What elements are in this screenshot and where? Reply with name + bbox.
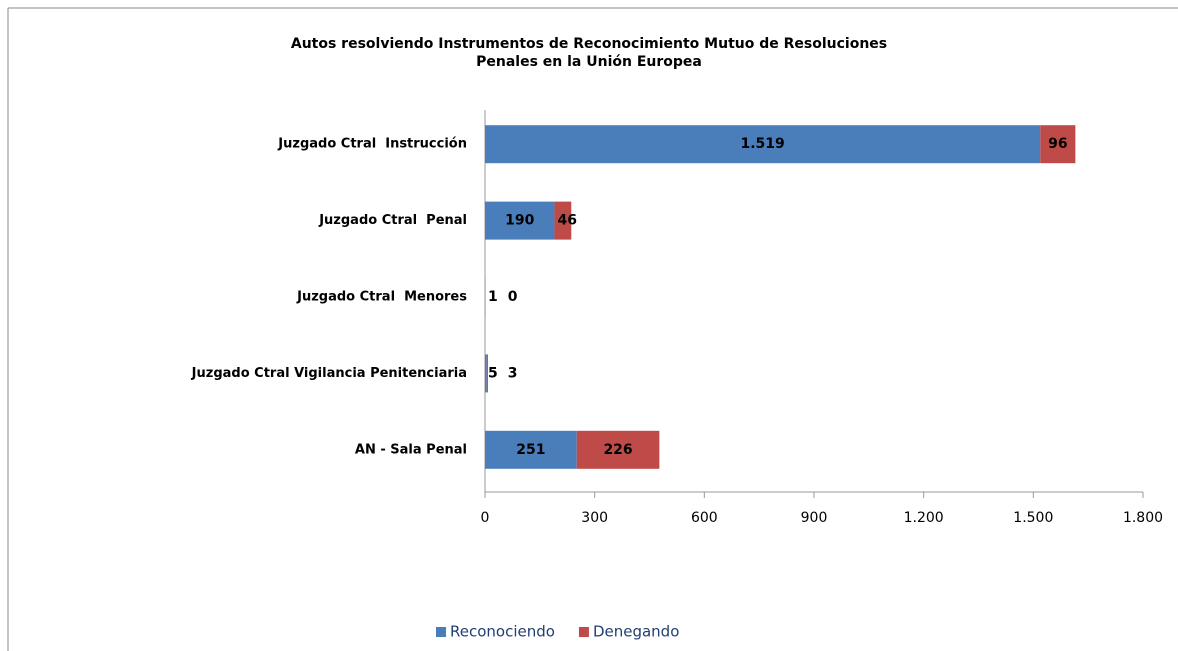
bar-segment [576, 430, 660, 469]
legend-label: Denegando [593, 623, 679, 641]
y-tick-label: Juzgado Ctral Instrucción [277, 137, 467, 152]
data-label: 1 [488, 289, 498, 305]
data-label: 226 [603, 442, 632, 458]
bar-segment [486, 354, 488, 393]
data-label: 3 [508, 365, 518, 381]
data-label: 96 [1048, 136, 1067, 152]
y-tick-label: AN - Sala Penal [355, 442, 467, 457]
x-tick-label: 1.500 [1013, 510, 1053, 526]
legend-swatch [578, 627, 589, 637]
data-label: 190 [505, 213, 534, 229]
bar-segment [1040, 125, 1076, 164]
bar-segment [554, 201, 572, 240]
x-tick-label: 900 [801, 510, 828, 526]
x-tick-label: 0 [481, 510, 490, 526]
x-tick-label: 300 [581, 510, 608, 526]
bar-segment [485, 201, 555, 240]
y-tick-label: Juzgado Ctral Vigilancia Penitenciaria [191, 366, 467, 381]
chart-title: Penales en la Unión Europea [476, 54, 702, 70]
data-label: 46 [557, 213, 576, 229]
bar-segment [485, 125, 1041, 164]
legend-label: Reconociendo [450, 623, 555, 641]
legend-swatch [436, 627, 446, 637]
y-tick-label: Juzgado Ctral Penal [318, 213, 467, 228]
data-label: 1.519 [740, 136, 784, 152]
y-tick-label: Juzgado Ctral Menores [296, 290, 467, 305]
data-label: 0 [508, 289, 518, 305]
bar-segment [485, 430, 577, 469]
x-tick-label: 600 [691, 510, 718, 526]
x-tick-label: 1.800 [1123, 510, 1163, 526]
x-tick-label: 1.200 [904, 510, 944, 526]
data-label: 251 [516, 442, 545, 458]
bar-segment [485, 354, 487, 393]
data-label: 5 [488, 365, 498, 381]
chart-title: Autos resolviendo Instrumentos de Recono… [291, 36, 887, 52]
